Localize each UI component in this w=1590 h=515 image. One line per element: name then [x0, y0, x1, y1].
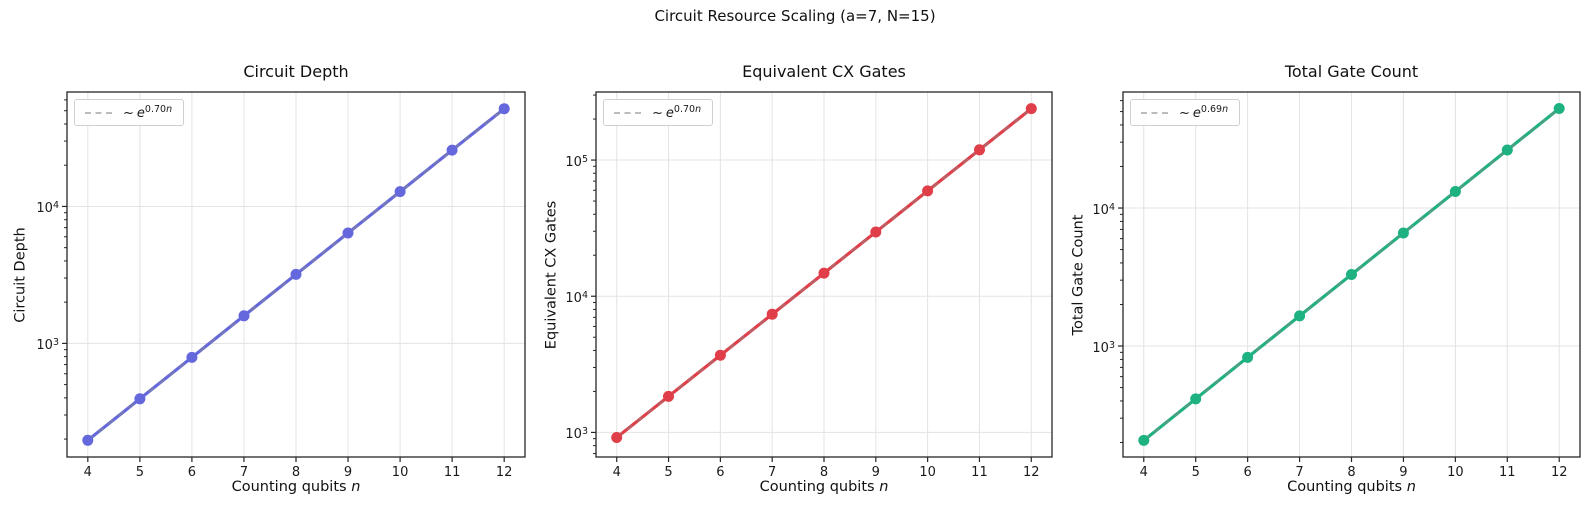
data-point — [238, 310, 250, 322]
x-tick-label: 5 — [1191, 465, 1200, 480]
plot-title: Circuit Depth — [243, 62, 349, 81]
x-tick-label: 7 — [768, 465, 777, 480]
data-point — [611, 432, 623, 443]
data-point — [974, 144, 985, 156]
data-point — [1294, 310, 1306, 322]
x-tick-label: 4 — [612, 465, 621, 480]
x-tick-label: 12 — [495, 465, 513, 480]
x-tick-label: 6 — [187, 465, 197, 480]
y-tick-label: 105 — [565, 154, 588, 171]
data-point — [446, 144, 458, 156]
y-axis-label: Total Gate Count — [1070, 214, 1086, 335]
x-tick-label: 10 — [919, 465, 936, 480]
x-tick-label: 5 — [135, 465, 144, 480]
subplot-equivalent-cx-gates: Equivalent CX Gates Equivalent CX Gates … — [530, 0, 1060, 515]
legend-label: ~ e0.69n — [1179, 104, 1229, 121]
x-tick-label: 5 — [664, 465, 673, 480]
data-point — [1346, 269, 1357, 280]
fit-line-sample-icon — [85, 111, 113, 114]
data-point — [870, 226, 882, 238]
y-tick-label: 103 — [36, 337, 59, 354]
data-point — [342, 227, 354, 239]
legend: ~ e0.69n — [1130, 99, 1241, 126]
x-tick-label: 4 — [1139, 465, 1148, 480]
data-point — [818, 267, 830, 279]
x-tick-label: 7 — [239, 465, 249, 480]
x-tick-label: 11 — [443, 465, 461, 480]
x-tick-label: 7 — [1295, 465, 1304, 480]
x-tick-label: 8 — [1347, 465, 1356, 480]
data-point — [714, 349, 726, 361]
y-tick-label: 104 — [1092, 202, 1115, 219]
y-tick-label: 104 — [36, 200, 59, 217]
data-point — [1501, 144, 1513, 156]
x-tick-label: 8 — [291, 465, 301, 480]
x-tick-label: 6 — [1243, 465, 1252, 480]
data-point — [1553, 103, 1565, 114]
data-point — [290, 268, 302, 280]
fit-line-sample-icon — [1141, 111, 1169, 114]
x-axis-label: Counting qubits n — [759, 479, 889, 495]
x-tick-label: 8 — [819, 465, 829, 480]
plot-area-equivalent-cx-gates — [591, 91, 1053, 462]
legend: ~ e0.70n — [603, 99, 714, 126]
data-point — [498, 103, 510, 115]
x-tick-label: 9 — [343, 465, 353, 480]
data-point — [766, 308, 778, 320]
y-tick-label: 103 — [1092, 340, 1115, 357]
y-tick-label: 103 — [565, 426, 588, 443]
x-axis-label: Counting qubits n — [1287, 479, 1416, 495]
subplot-total-gate-count: Total Gate Count Total Gate Count Counti… — [1060, 0, 1590, 515]
data-point — [1138, 434, 1150, 446]
x-tick-label: 12 — [1022, 465, 1040, 480]
subplot-circuit-depth: Circuit Depth Circuit Depth Counting qub… — [0, 0, 530, 515]
x-tick-label: 10 — [1447, 465, 1464, 480]
plot-title: Total Gate Count — [1284, 62, 1419, 81]
plot-area-circuit-depth — [62, 91, 526, 462]
data-point — [1190, 393, 1202, 405]
data-point — [1025, 103, 1037, 115]
x-tick-label: 9 — [1399, 465, 1408, 480]
x-tick-label: 6 — [716, 465, 725, 480]
legend: ~ e0.70n — [74, 99, 185, 126]
y-axis-label: Circuit Depth — [12, 226, 28, 323]
data-point — [134, 393, 146, 405]
data-point — [1397, 227, 1409, 239]
figure-title: Circuit Resource Scaling (a=7, N=15) — [654, 7, 936, 25]
data-point — [922, 185, 934, 197]
x-tick-label: 4 — [83, 465, 92, 480]
x-tick-label: 11 — [971, 465, 988, 480]
y-tick-label: 104 — [565, 290, 588, 307]
x-tick-label: 11 — [1499, 465, 1516, 480]
x-tick-label: 10 — [391, 465, 409, 480]
fit-line-sample-icon — [614, 111, 642, 114]
data-point — [1449, 186, 1461, 197]
y-axis-label: Equivalent CX Gates — [543, 200, 559, 349]
legend-label: ~ e0.70n — [123, 104, 173, 121]
data-point — [186, 351, 198, 363]
x-axis-label: Counting qubits n — [231, 479, 361, 495]
data-point — [82, 434, 94, 446]
plot-title: Equivalent CX Gates — [742, 62, 906, 81]
data-point — [394, 186, 406, 198]
x-tick-label: 12 — [1550, 465, 1568, 480]
legend-label: ~ e0.70n — [652, 104, 702, 121]
data-point — [1242, 351, 1254, 363]
plot-area-total-gate-count — [1118, 91, 1581, 462]
x-tick-label: 9 — [871, 465, 880, 480]
data-point — [663, 390, 674, 402]
